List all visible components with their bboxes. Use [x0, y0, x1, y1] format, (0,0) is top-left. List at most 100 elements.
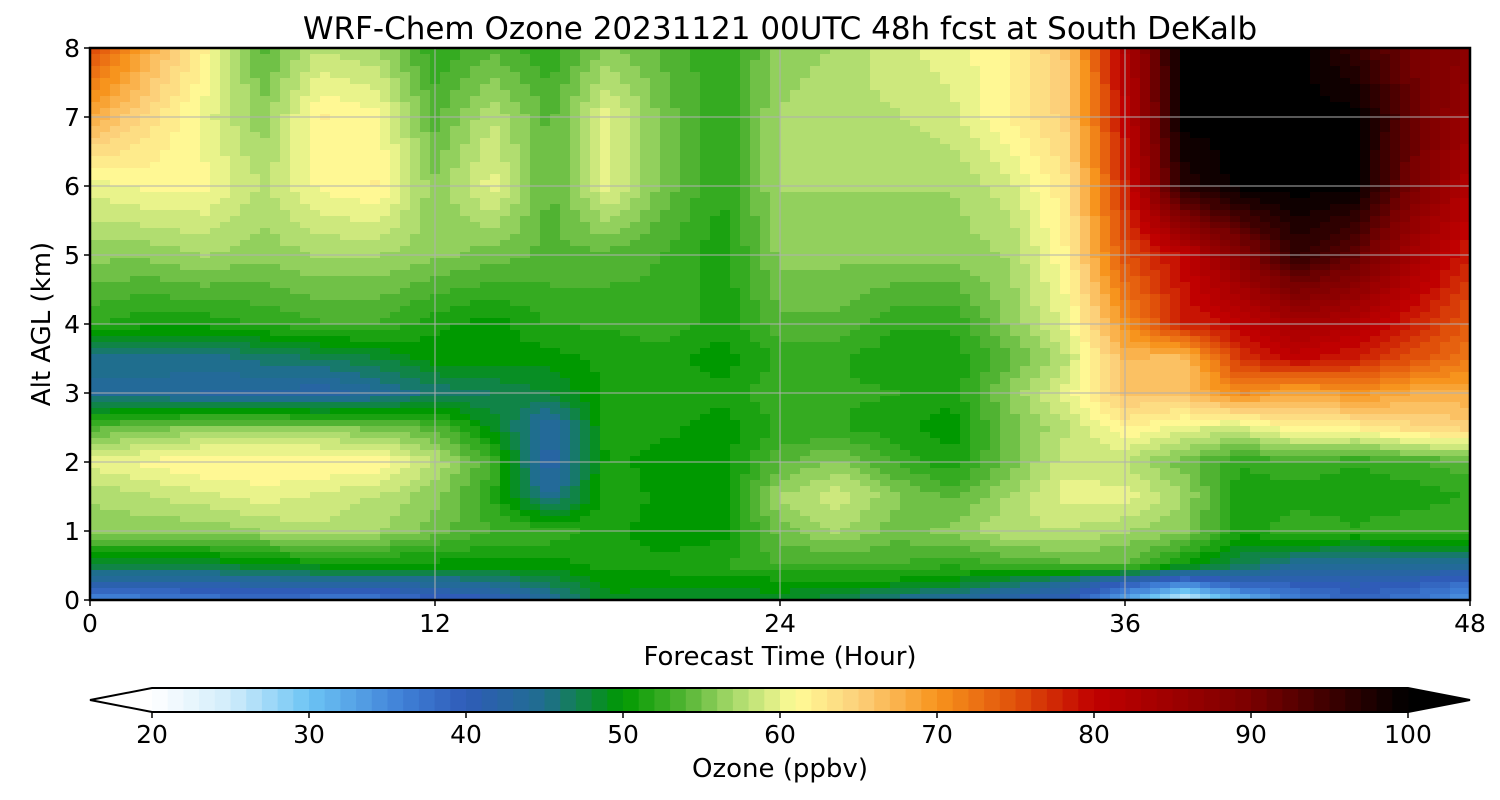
heatmap-cell [1400, 174, 1411, 181]
heatmap-cell [680, 102, 691, 109]
heatmap-cell [1000, 66, 1011, 73]
heatmap-cell [510, 156, 521, 163]
heatmap-cell [720, 174, 731, 181]
heatmap-cell [290, 210, 301, 217]
heatmap-cell [1460, 150, 1470, 157]
heatmap-cell [360, 180, 371, 187]
heatmap-cell [1220, 168, 1231, 175]
heatmap-cell [1110, 168, 1121, 175]
heatmap-cell [760, 78, 771, 85]
heatmap-cell [780, 186, 791, 193]
heatmap-cell [130, 180, 141, 187]
heatmap-cell [1270, 66, 1281, 73]
heatmap-cell [760, 126, 771, 133]
heatmap-cell [1410, 78, 1421, 85]
heatmap-cell [1450, 102, 1461, 109]
heatmap-cell [1220, 240, 1231, 247]
heatmap-cell [650, 222, 661, 229]
heatmap-cell [470, 78, 481, 85]
heatmap-cell [1280, 66, 1291, 73]
heatmap-cell [220, 222, 231, 229]
heatmap-cell [730, 186, 741, 193]
heatmap-cell [1370, 258, 1381, 265]
heatmap-cell [490, 180, 501, 187]
heatmap-cell [600, 84, 611, 91]
heatmap-cell [1100, 108, 1111, 115]
heatmap-cell [240, 66, 251, 73]
heatmap-cell [530, 126, 541, 133]
heatmap-cell [880, 102, 891, 109]
heatmap-cell [870, 186, 881, 193]
heatmap-cell [1460, 72, 1470, 79]
heatmap-cell [1100, 240, 1111, 247]
heatmap-cell [220, 198, 231, 205]
heatmap-cell [1430, 48, 1441, 55]
heatmap-cell [1140, 150, 1151, 157]
heatmap-cell [1020, 144, 1031, 151]
heatmap-cell [360, 144, 371, 151]
heatmap-cell [980, 192, 991, 199]
heatmap-cell [970, 132, 981, 139]
heatmap-cell [570, 222, 581, 229]
heatmap-cell [470, 204, 481, 211]
heatmap-cell [380, 228, 391, 235]
heatmap-cell [1150, 120, 1161, 127]
heatmap-cell [470, 126, 481, 133]
heatmap-cell [120, 204, 131, 211]
heatmap-cell [340, 168, 351, 175]
heatmap-cell [320, 78, 331, 85]
heatmap-cell [1370, 162, 1381, 169]
heatmap-cell [1260, 162, 1271, 169]
heatmap-cell [770, 48, 781, 55]
heatmap-cell [1000, 174, 1011, 181]
heatmap-cell [980, 228, 991, 235]
heatmap-cell [410, 216, 421, 223]
heatmap-cell [780, 204, 791, 211]
heatmap-cell [1170, 66, 1181, 73]
heatmap-cell [340, 204, 351, 211]
heatmap-cell [230, 204, 241, 211]
heatmap-cell [1100, 138, 1111, 145]
heatmap-cell [1100, 132, 1111, 139]
heatmap-cell [1240, 198, 1251, 205]
heatmap-cell [1240, 120, 1251, 127]
heatmap-cell [100, 180, 111, 187]
heatmap-cell [870, 72, 881, 79]
heatmap-cell [1060, 198, 1071, 205]
heatmap-cell [940, 228, 951, 235]
heatmap-cell [100, 228, 111, 235]
heatmap-cell [1020, 174, 1031, 181]
heatmap-cell [860, 66, 871, 73]
heatmap-cell [1310, 84, 1321, 91]
heatmap-cell [560, 258, 571, 265]
heatmap-cell [750, 48, 761, 55]
heatmap-cell [770, 84, 781, 91]
heatmap-cell [1190, 228, 1201, 235]
heatmap-cell [220, 66, 231, 73]
heatmap-cell [1260, 84, 1271, 91]
heatmap-cell [640, 60, 651, 67]
heatmap-cell [1200, 54, 1211, 61]
heatmap-cell [1430, 156, 1441, 163]
heatmap-cell [1080, 120, 1091, 127]
heatmap-cell [1330, 156, 1341, 163]
heatmap-cell [560, 78, 571, 85]
heatmap-cell [330, 72, 341, 79]
heatmap-cell [1440, 90, 1451, 97]
heatmap-cell [520, 204, 531, 211]
heatmap-cell [440, 234, 451, 241]
heatmap-cell [830, 234, 841, 241]
heatmap-cell [910, 216, 921, 223]
heatmap-cell [380, 234, 391, 241]
heatmap-cell [390, 192, 401, 199]
heatmap-cell [160, 126, 171, 133]
heatmap-cell [1440, 48, 1451, 55]
heatmap-cell [660, 162, 671, 169]
heatmap-cell [1230, 108, 1241, 115]
heatmap-cell [780, 78, 791, 85]
heatmap-cell [150, 48, 161, 55]
heatmap-cell [640, 162, 651, 169]
heatmap-cell [410, 48, 421, 55]
heatmap-cell [100, 240, 111, 247]
heatmap-cell [830, 78, 841, 85]
